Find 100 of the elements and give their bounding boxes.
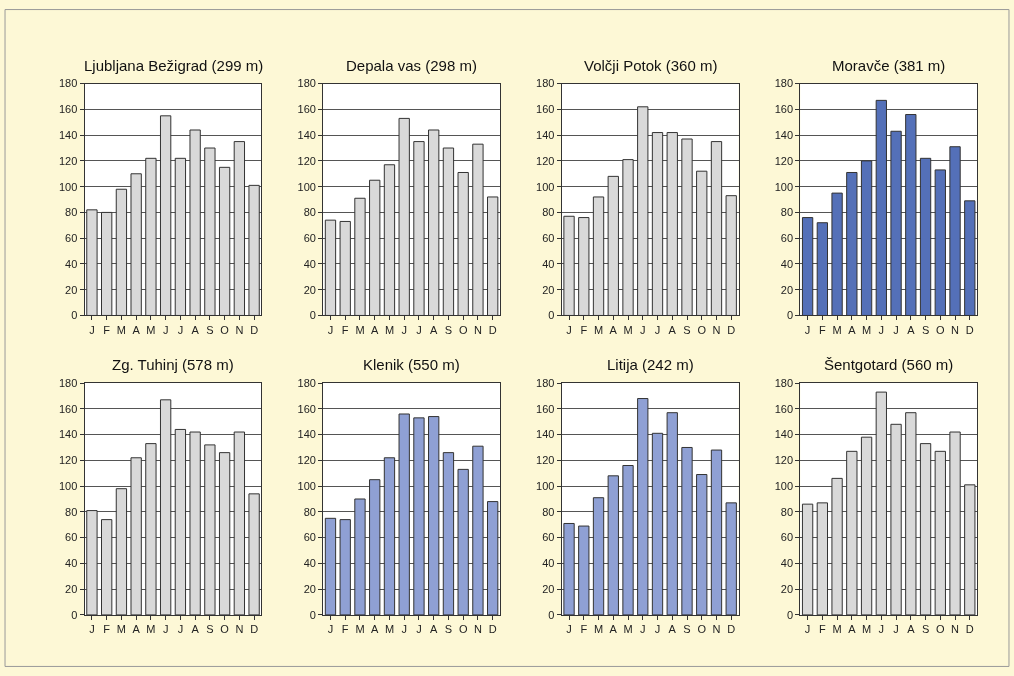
x-tick-label: M	[623, 623, 633, 636]
x-tick-label: S	[921, 623, 930, 636]
x-tick-label: A	[907, 323, 916, 336]
x-tick-label: S	[683, 323, 691, 336]
x-tick-label: J	[177, 623, 184, 636]
y-tick-label: 40	[65, 557, 78, 570]
x-tick-label: J	[162, 623, 169, 636]
x-tick-label: A	[191, 623, 200, 636]
x-tick-label: O	[936, 623, 946, 636]
y-tick-label: 0	[786, 608, 794, 621]
y-tick-label: 100	[297, 479, 316, 492]
x-tick-label: J	[566, 623, 572, 636]
y-tick-label: 20	[542, 583, 555, 596]
x-tick-label: A	[430, 323, 439, 336]
y-tick-label: 20	[303, 283, 316, 296]
y-tick-label: 180	[774, 77, 794, 90]
x-tick-label: O	[220, 323, 230, 336]
x-tick-label: M	[593, 323, 604, 336]
x-tick-label: M	[146, 323, 156, 336]
x-tick-label: D	[727, 323, 736, 336]
y-tick-label: 180	[58, 77, 78, 90]
y-tick-label: 120	[297, 454, 316, 467]
y-tick-label: 80	[65, 206, 78, 219]
x-tick-label: F	[103, 623, 111, 636]
x-tick-label: J	[566, 323, 572, 336]
y-tick-label: 180	[297, 77, 316, 90]
y-tick-label: 160	[536, 402, 555, 415]
x-tick-label: F	[341, 623, 349, 636]
y-tick-label: 20	[542, 283, 555, 296]
x-tick-label: F	[580, 623, 588, 636]
y-tick-label: 160	[774, 402, 794, 415]
x-tick-label: A	[371, 323, 380, 336]
x-tick-label: S	[206, 323, 214, 336]
chart-title: Moravče (381 m)	[832, 57, 946, 74]
x-tick-label: O	[458, 323, 468, 336]
y-tick-label: 40	[542, 557, 555, 570]
x-tick-label: O	[220, 623, 230, 636]
x-tick-label: J	[162, 323, 169, 336]
y-tick-label: 40	[542, 257, 555, 270]
y-tick-label: 0	[309, 608, 316, 621]
y-tick-label: 0	[786, 309, 794, 322]
x-tick-label: S	[683, 623, 691, 636]
y-tick-label: 180	[297, 376, 316, 389]
x-tick-label: A	[132, 323, 141, 336]
y-tick-label: 140	[774, 428, 794, 441]
y-tick-label: 140	[58, 428, 78, 441]
y-tick-label: 100	[58, 479, 78, 492]
x-tick-label: S	[444, 623, 453, 636]
x-tick-label: N	[235, 323, 244, 336]
x-tick-label: J	[177, 323, 184, 336]
y-tick-label: 160	[774, 103, 794, 116]
x-tick-label: A	[668, 623, 677, 636]
x-tick-label: D	[965, 323, 974, 336]
y-tick-label: 60	[65, 531, 78, 544]
x-tick-label: N	[473, 323, 482, 336]
x-tick-label: M	[384, 623, 395, 636]
chart-title: Volčji Potok (360 m)	[584, 57, 718, 74]
x-tick-label: A	[907, 623, 916, 636]
chart-title: Depala vas (298 m)	[346, 57, 477, 74]
y-tick-label: 80	[542, 206, 555, 219]
x-tick-label: M	[861, 323, 872, 336]
x-tick-label: A	[668, 323, 677, 336]
y-tick-label: 80	[780, 206, 794, 219]
x-tick-label: S	[921, 323, 930, 336]
y-tick-label: 0	[548, 309, 555, 322]
y-tick-label: 60	[780, 531, 794, 544]
x-tick-label: J	[878, 623, 885, 636]
x-tick-label: D	[727, 623, 736, 636]
x-tick-label: M	[623, 323, 633, 336]
chart-title: Zg. Tuhinj (578 m)	[112, 356, 234, 373]
chart-title: Klenik (550 m)	[363, 356, 460, 373]
x-tick-label: J	[654, 623, 661, 636]
y-tick-label: 20	[65, 583, 78, 596]
x-tick-label: M	[355, 623, 365, 636]
x-tick-label: A	[191, 323, 200, 336]
x-tick-label: A	[371, 623, 380, 636]
x-tick-label: J	[654, 323, 661, 336]
x-tick-label: A	[848, 323, 857, 336]
x-tick-label: J	[878, 323, 885, 336]
x-tick-label: N	[473, 623, 482, 636]
x-tick-label: O	[458, 623, 468, 636]
x-tick-label: N	[235, 623, 244, 636]
y-tick-label: 100	[536, 479, 555, 492]
y-tick-label: 20	[780, 283, 794, 296]
y-tick-label: 80	[780, 505, 794, 518]
y-tick-label: 40	[780, 257, 794, 270]
x-tick-label: M	[116, 323, 126, 336]
y-tick-label: 100	[536, 180, 555, 193]
y-tick-label: 80	[303, 206, 316, 219]
y-tick-label: 140	[58, 128, 78, 141]
y-tick-label: 60	[542, 531, 555, 544]
y-tick-label: 120	[536, 454, 555, 467]
y-tick-label: 120	[536, 154, 555, 167]
y-tick-label: 100	[774, 479, 794, 492]
y-tick-label: 180	[536, 376, 555, 389]
y-tick-label: 80	[65, 505, 78, 518]
x-tick-label: J	[327, 323, 334, 336]
x-tick-label: J	[640, 323, 646, 336]
y-tick-label: 60	[303, 232, 316, 245]
y-tick-label: 120	[774, 454, 794, 467]
